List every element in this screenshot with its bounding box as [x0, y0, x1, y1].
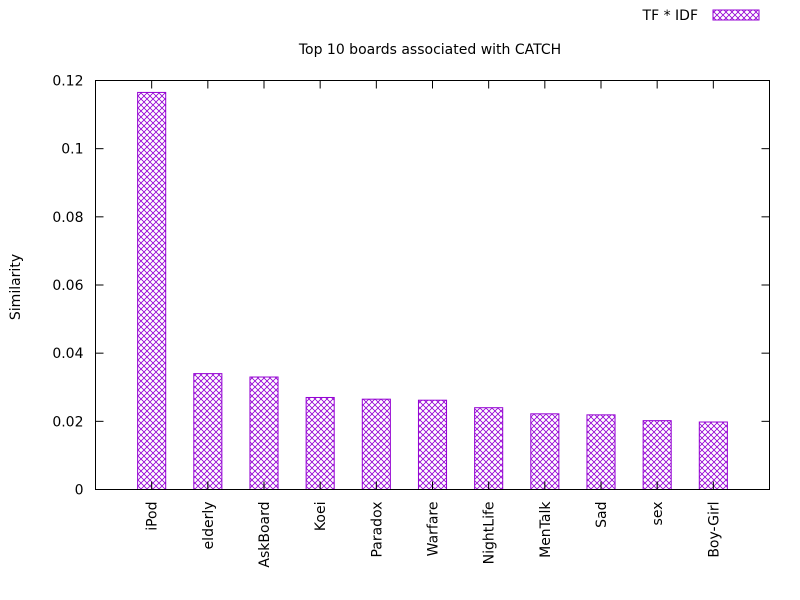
y-tick-label: 0.1: [61, 142, 83, 158]
bar-ipod: [137, 91, 167, 490]
x-tick-label: Koei: [313, 502, 329, 532]
y-tick-label: 0.12: [52, 74, 83, 90]
x-tick-label: elderly: [201, 502, 217, 550]
legend: TF * IDF: [642, 8, 760, 24]
bar-elderly: [193, 373, 223, 490]
y-axis: 0 0.02 0.04 0.06 0.08 0.1 0.12: [52, 74, 770, 499]
y-tick-label: 0.04: [52, 346, 83, 362]
x-axis: iPod elderly AskBoard Koei Paradox Warfare Nig…: [145, 80, 722, 568]
y-tick-label: 0.08: [52, 210, 83, 226]
y-tick-label: 0.02: [52, 414, 83, 430]
x-tick-label: Sad: [594, 502, 610, 528]
bar-sad: [586, 414, 616, 491]
bars: [137, 91, 728, 491]
bar-sex: [642, 420, 672, 491]
chart-title: Top 10 boards associated with CATCH: [298, 42, 561, 58]
x-tick-label: Paradox: [369, 502, 385, 558]
legend-label: TF * IDF: [642, 8, 698, 24]
x-tick-label: sex: [650, 502, 666, 526]
y-tick-label: 0.06: [52, 278, 83, 294]
x-tick-label: MenTalk: [538, 501, 554, 558]
bar-boy-girl: [698, 421, 728, 491]
x-tick-label: Warfare: [426, 502, 442, 557]
x-tick-label: Boy-Girl: [706, 502, 722, 558]
x-tick-label: NightLife: [482, 502, 498, 565]
bar-nightlife: [474, 407, 504, 491]
bar-mentalk: [530, 413, 560, 490]
bar-askboard: [249, 376, 279, 490]
x-tick-label: AskBoard: [257, 502, 273, 568]
bar-warfare: [417, 399, 448, 490]
plot-frame: [95, 80, 770, 490]
bar-koei: [305, 396, 335, 491]
y-tick-label: 0: [75, 483, 84, 499]
legend-swatch: [712, 9, 760, 21]
x-tick-label: iPod: [145, 502, 161, 531]
bar-paradox: [361, 398, 391, 490]
y-axis-label: Similarity: [8, 254, 24, 320]
